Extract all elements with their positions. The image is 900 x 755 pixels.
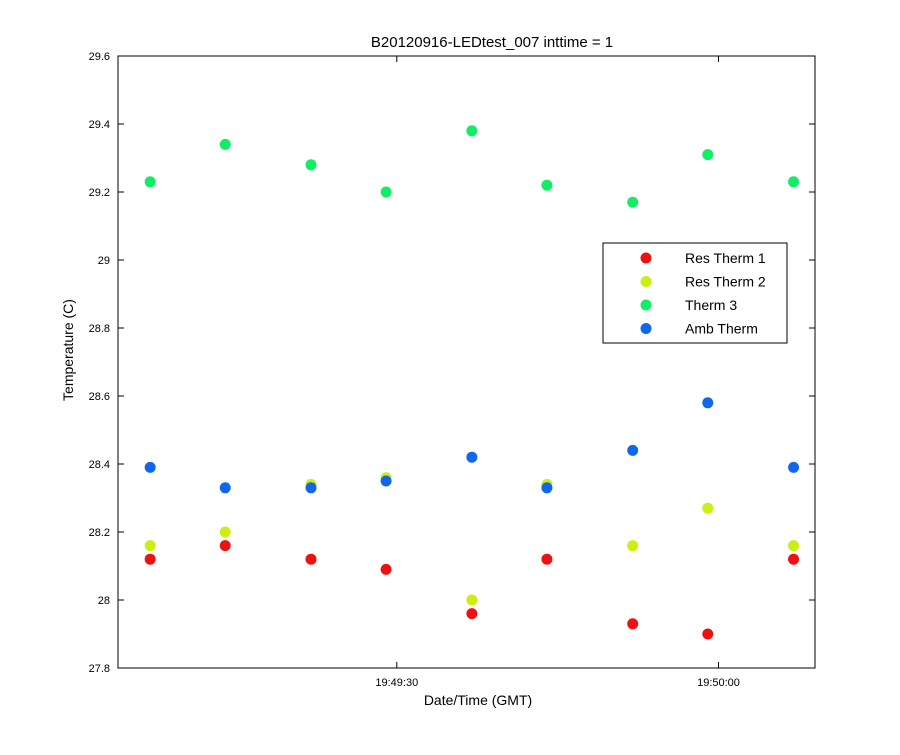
data-point-amb-therm [788, 461, 800, 473]
plot-area: 27.8 28 28.2 28.4 28.6 28.8 29 29.2 29.4 29.6 19:4… [89, 51, 816, 689]
y-tick-label: 28.6 [89, 391, 110, 403]
data-point-res-therm-1 [380, 563, 392, 575]
legend-marker-therm-3 [640, 299, 652, 311]
data-point-res-therm-2 [702, 502, 714, 514]
legend: Res Therm 1 Res Therm 2 Therm 3 Amb Therm [602, 242, 788, 344]
data-point-amb-therm [219, 482, 231, 494]
data-point-therm-3 [380, 186, 392, 198]
data-point-res-therm-1 [144, 553, 156, 565]
data-point-res-therm-2 [144, 540, 156, 552]
data-point-res-therm-2 [627, 540, 639, 552]
legend-box [602, 242, 788, 344]
data-point-res-therm-1 [788, 553, 800, 565]
data-point-amb-therm [466, 451, 478, 463]
data-point-res-therm-1 [627, 618, 639, 630]
data-point-therm-3 [305, 159, 317, 171]
data-point-therm-3 [219, 138, 231, 150]
legend-label-res-therm-2: Res Therm 2 [685, 274, 766, 290]
data-point-therm-3 [144, 176, 156, 188]
x-tick-label: 19:50:00 [697, 677, 740, 689]
data-point-therm-3 [788, 176, 800, 188]
axes-frame [117, 55, 816, 669]
legend-marker-amb-therm [640, 323, 652, 334]
y-tick-label: 29.6 [89, 51, 110, 63]
data-point-therm-3 [466, 125, 478, 137]
data-point-therm-3 [541, 179, 553, 191]
y-tick-label: 28.4 [89, 459, 110, 471]
y-tick-label: 29 [98, 255, 110, 267]
data-point-amb-therm [541, 482, 553, 494]
data-point-res-therm-1 [466, 608, 478, 620]
y-tick-label: 29.4 [89, 119, 110, 131]
data-point-res-therm-2 [788, 540, 800, 552]
y-tick-label: 27.8 [89, 663, 110, 675]
chart-title: B20120916-LEDtest_007 inttime = 1 [371, 34, 613, 51]
data-point-amb-therm [305, 482, 317, 494]
legend-marker-res-therm-2 [640, 276, 652, 287]
y-tick-label: 28.2 [89, 527, 110, 539]
y-axis-label: Temperature (C) [60, 299, 76, 401]
legend-label-amb-therm: Amb Therm [685, 321, 758, 337]
data-point-amb-therm [144, 461, 156, 473]
legend-marker-res-therm-1 [640, 252, 652, 264]
x-axis-label: Date/Time (GMT) [424, 692, 532, 708]
data-point-amb-therm [380, 475, 392, 487]
legend-label-therm-3: Therm 3 [685, 297, 737, 313]
data-point-therm-3 [627, 196, 639, 208]
data-point-therm-3 [702, 149, 714, 161]
data-point-res-therm-2 [219, 526, 231, 538]
data-point-res-therm-2 [466, 594, 478, 606]
data-point-res-therm-1 [305, 553, 317, 565]
y-tick-label: 28 [98, 595, 110, 607]
data-point-amb-therm [627, 444, 639, 456]
data-point-amb-therm [702, 397, 714, 409]
y-tick-label: 28.8 [89, 323, 110, 335]
data-point-res-therm-1 [702, 628, 714, 640]
legend-label-res-therm-1: Res Therm 1 [685, 250, 766, 266]
y-tick-label: 29.2 [89, 187, 110, 199]
data-point-res-therm-1 [219, 540, 231, 552]
data-point-res-therm-1 [541, 553, 553, 565]
x-tick-label: 19:49:30 [375, 677, 418, 689]
